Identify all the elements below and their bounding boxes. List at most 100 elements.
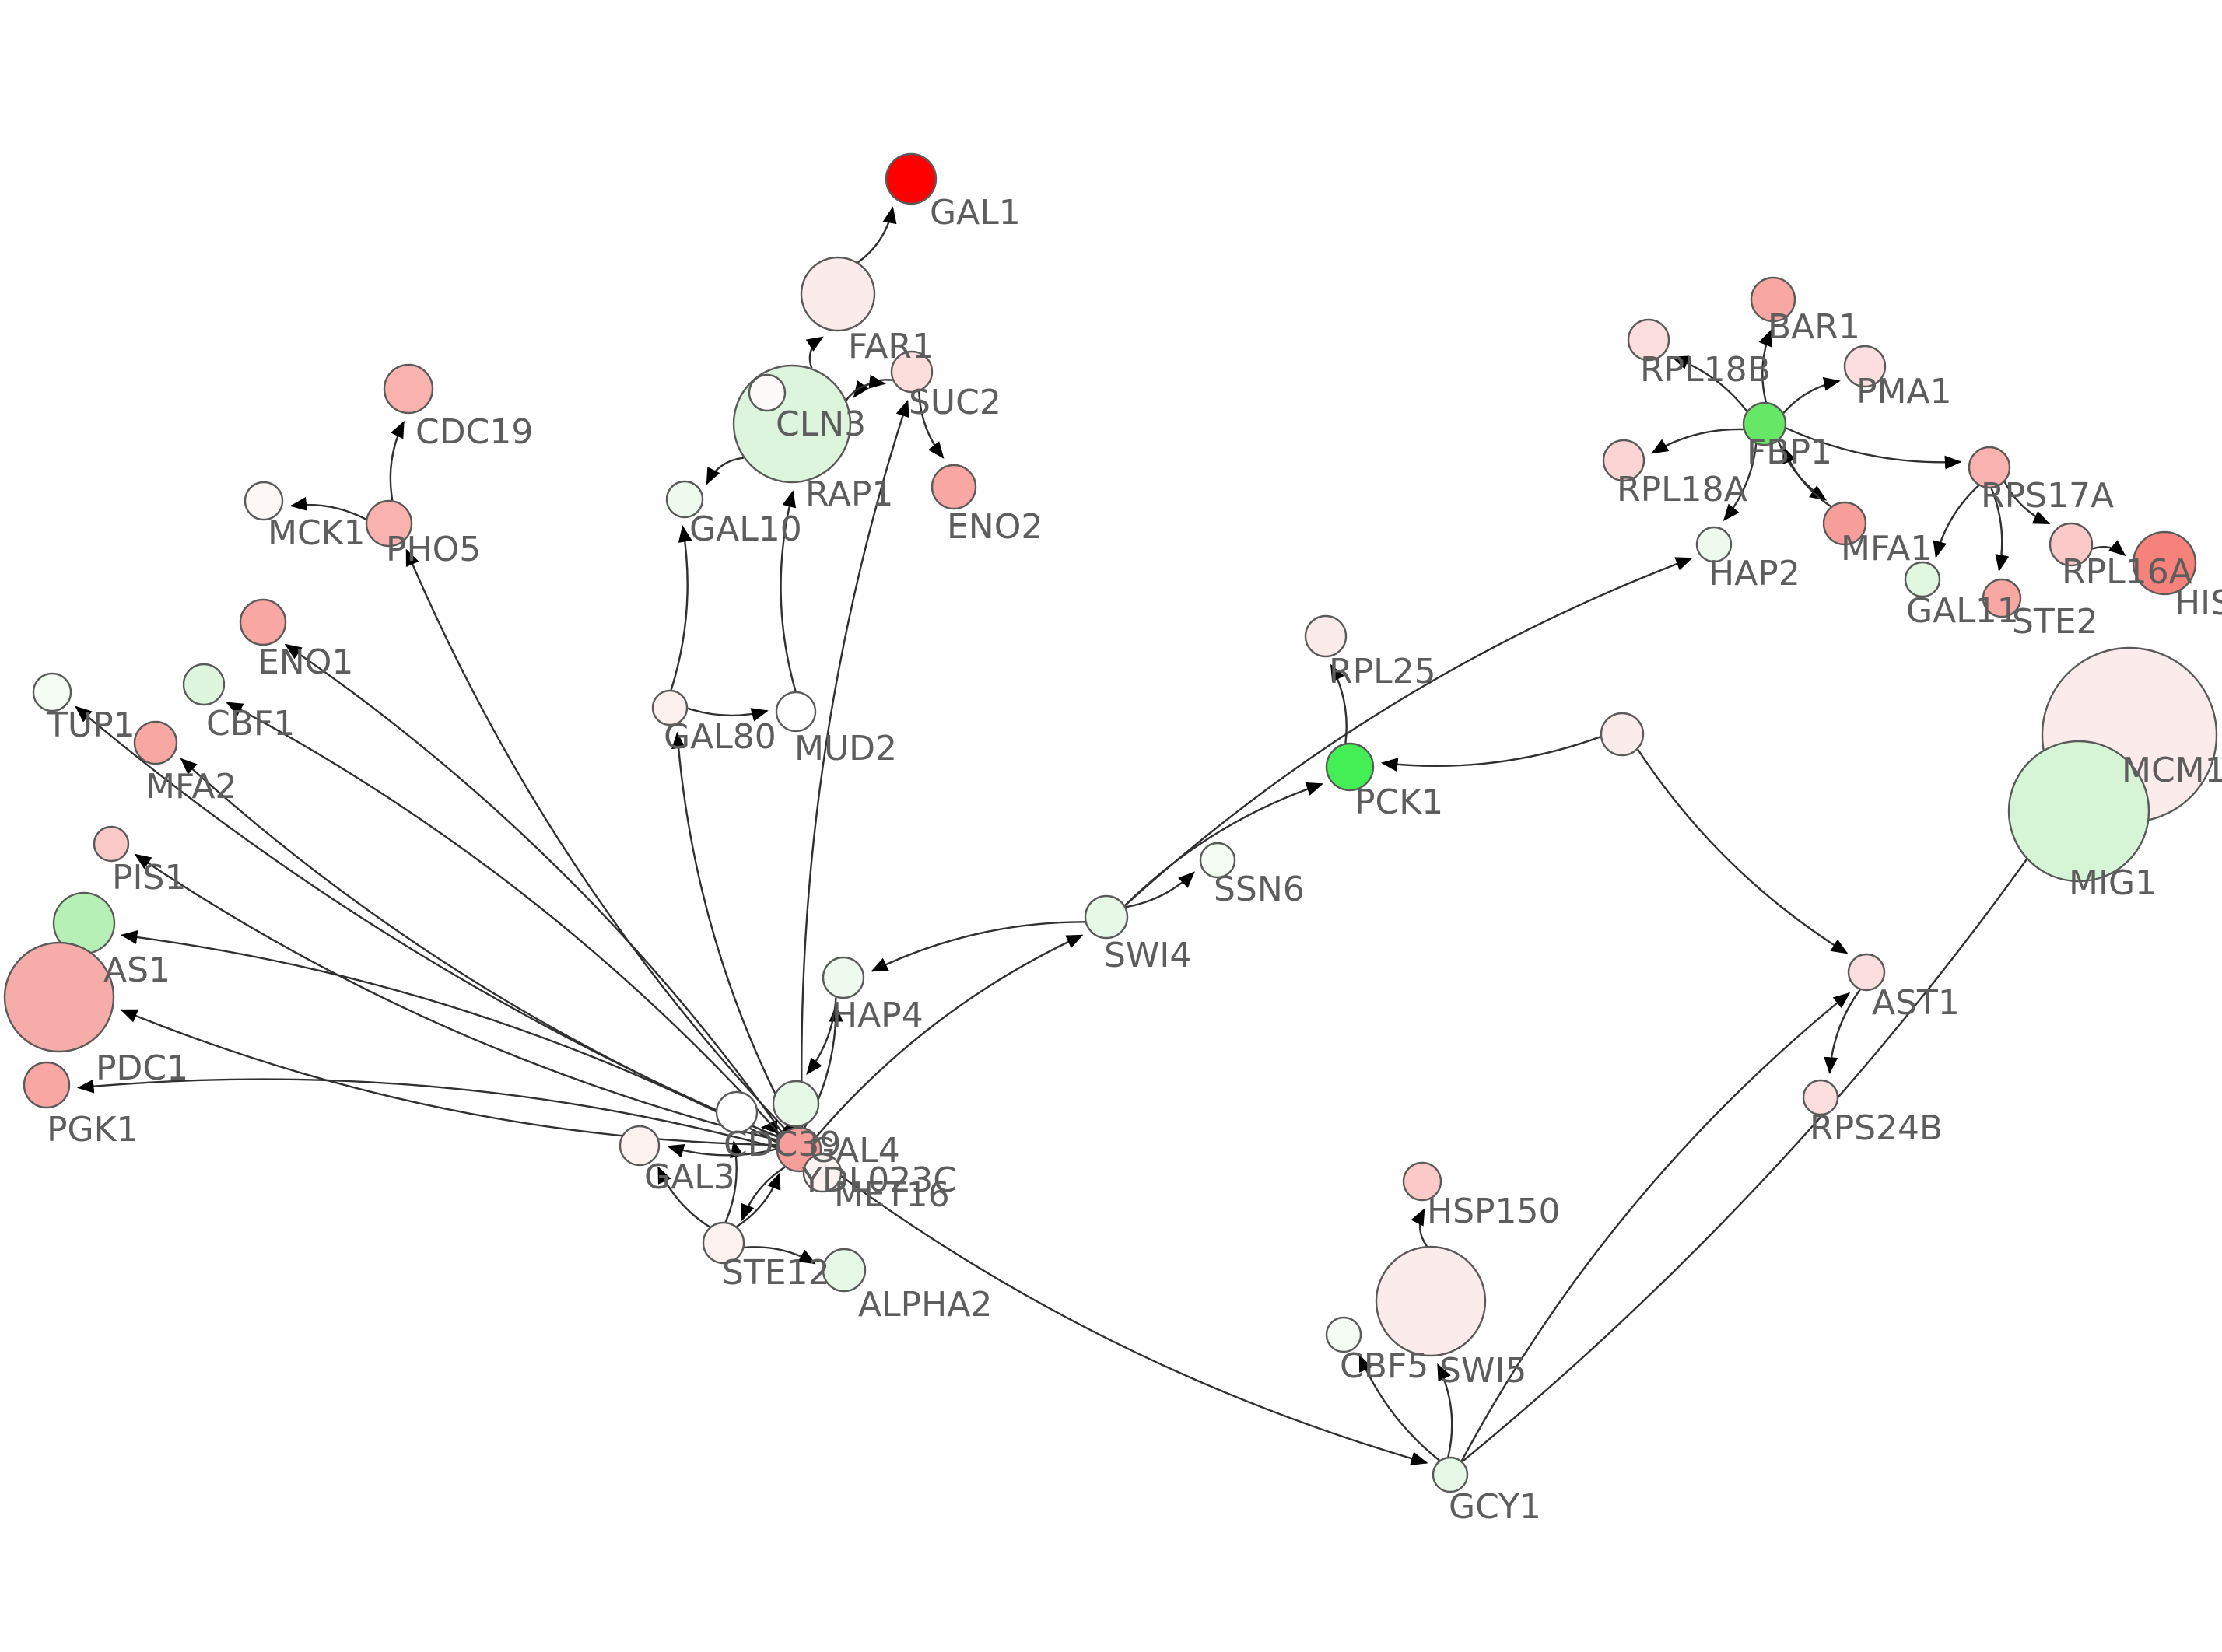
node-label-swi5: SWI5 [1439, 1351, 1526, 1391]
node-label-cbf5: CBF5 [1340, 1346, 1428, 1386]
node-label-suc2: SUC2 [909, 383, 1001, 422]
edge-GAL4-to-SWI4 [816, 934, 1084, 1137]
edge-MFA1-to-FBP1 [1782, 446, 1832, 508]
node-label-gcy1: GCY1 [1449, 1487, 1541, 1527]
node-ste12[interactable] [702, 1221, 745, 1265]
node-label-hap4: HAP4 [832, 996, 923, 1035]
node-hsp150[interactable] [1402, 1161, 1442, 1202]
edge-GAL4-to-MFA2 [180, 758, 780, 1139]
node-rps17a[interactable] [1968, 446, 2011, 489]
edge-FBP1-to-RPL18A [1651, 428, 1744, 454]
node-rpl25[interactable] [1304, 614, 1348, 658]
node-gal80[interactable] [651, 689, 689, 726]
node-label-his4: HIS4 [2175, 583, 2222, 623]
node-cdc19[interactable] [383, 363, 434, 415]
node-label-pho5: PHO5 [386, 530, 481, 569]
edge-STE12-to-ALPHA2 [744, 1246, 816, 1265]
node-tup1[interactable] [32, 672, 72, 712]
node-label-gal10: GAL10 [689, 509, 802, 549]
node-cbf5[interactable] [1325, 1316, 1362, 1353]
node-label-mck1: MCK1 [268, 513, 366, 553]
edge-GAL4-to-ENO1 [284, 643, 784, 1135]
node-label-rpl18b: RPL18B [1640, 350, 1771, 390]
edge-FBP1-to-PMA1 [1782, 376, 1841, 414]
edge-HAP4-to-MET16 [806, 997, 837, 1076]
node-far1[interactable] [800, 256, 876, 332]
node-label-cdc19: CDC19 [415, 412, 533, 452]
node-mud2[interactable] [775, 691, 817, 733]
node-gal3[interactable] [619, 1125, 661, 1167]
node-gal11[interactable] [1904, 561, 1941, 598]
node-ste2[interactable] [1982, 578, 2022, 618]
edge-STE12-to-GAL3 [657, 1166, 710, 1228]
node-label-pis1: PIS1 [112, 858, 186, 898]
node-label-rps17a: RPS17A [1981, 476, 2114, 516]
node-ydl023c[interactable] [802, 1153, 843, 1193]
node-label-mfa1: MFA1 [1841, 529, 1932, 569]
edge-GAL4-to-STE12 [741, 1166, 786, 1222]
edge-SWI4-to-HAP4 [871, 921, 1085, 972]
node-pho5[interactable] [365, 499, 413, 548]
edge-GAL80-to-GAL10 [670, 525, 692, 691]
node-label-mcm1: MCM1 [2122, 751, 2222, 790]
node-label-eno1: ENO1 [258, 642, 353, 682]
edge-GAL4-to-CBF1 [226, 702, 783, 1136]
edge-PHO5-to-CDC19 [389, 420, 405, 501]
node-pdc1[interactable] [3, 941, 115, 1053]
node-swi5[interactable] [1375, 1245, 1487, 1357]
node-rpl16a[interactable] [2049, 522, 2094, 567]
node-mfa2[interactable] [133, 720, 178, 765]
node-label-ste12: STE12 [722, 1253, 830, 1293]
node-ast1[interactable] [1847, 953, 1886, 992]
node-pis1[interactable] [93, 825, 130, 863]
node-gal10[interactable] [665, 480, 704, 519]
node-label-as1: AS1 [103, 950, 170, 990]
node-eno1[interactable] [239, 598, 287, 646]
node-rpl18b[interactable] [1627, 318, 1670, 362]
node-hub1[interactable] [1600, 712, 1645, 757]
edge-CLN3-to-GAL10 [706, 457, 744, 485]
node-suc2[interactable] [890, 350, 934, 394]
node-his4[interactable] [2132, 530, 2197, 596]
node-rap1[interactable] [748, 373, 787, 412]
edge-CLN3-to-SUC2 [845, 374, 886, 401]
node-bar1[interactable] [1750, 276, 1796, 323]
node-cbf1[interactable] [182, 663, 226, 706]
node-label-fbp1: FBP1 [1747, 432, 1832, 472]
edge-RPS17A-to-RPL16A [2003, 481, 2051, 525]
node-swi4[interactable] [1084, 894, 1129, 940]
node-pgk1[interactable] [23, 1061, 71, 1109]
node-fbp1[interactable] [1742, 401, 1787, 446]
node-eno2[interactable] [931, 464, 977, 510]
node-pma1[interactable] [1843, 345, 1887, 388]
node-label-mig1: MIG1 [2069, 863, 2157, 903]
node-gcy1[interactable] [1432, 1456, 1469, 1493]
edge-GCY1-to-SWI5 [1437, 1363, 1453, 1458]
edge-SUC2-to-ENO2 [918, 391, 945, 459]
edge-MUD2-to-CLN3 [780, 490, 797, 692]
edge-GAL4-to-PHO5 [405, 548, 787, 1132]
node-label-pgk1: PGK1 [47, 1110, 138, 1150]
node-met16[interactable] [772, 1080, 820, 1128]
node-cdc39[interactable] [715, 1090, 759, 1134]
node-mfa1[interactable] [1822, 501, 1867, 546]
edge-GAL80-to-MUD2 [687, 707, 769, 722]
node-label-gal1: GAL1 [930, 193, 1021, 233]
node-label-ydl023c: YDL023C [801, 1160, 957, 1200]
node-ssn6[interactable] [1199, 842, 1236, 879]
node-gal1[interactable] [885, 152, 938, 205]
node-hap2[interactable] [1695, 526, 1733, 563]
edge-SWI4-to-HAP2 [1124, 557, 1693, 907]
edge-STE12-to-GAL4 [736, 1172, 781, 1228]
node-rps24b[interactable] [1802, 1079, 1839, 1116]
node-rpl18a[interactable] [1602, 439, 1645, 482]
node-hap4[interactable] [822, 956, 865, 999]
node-mck1[interactable] [244, 481, 284, 521]
node-pck1[interactable] [1325, 742, 1375, 792]
node-label-hsp150: HSP150 [1427, 1192, 1561, 1231]
node-alpha2[interactable] [822, 1248, 867, 1293]
edge-GAL4-to-PDC1 [120, 1009, 777, 1146]
edge-CLN3-to-FAR1 [805, 336, 824, 369]
node-mig1[interactable] [2007, 740, 2150, 883]
